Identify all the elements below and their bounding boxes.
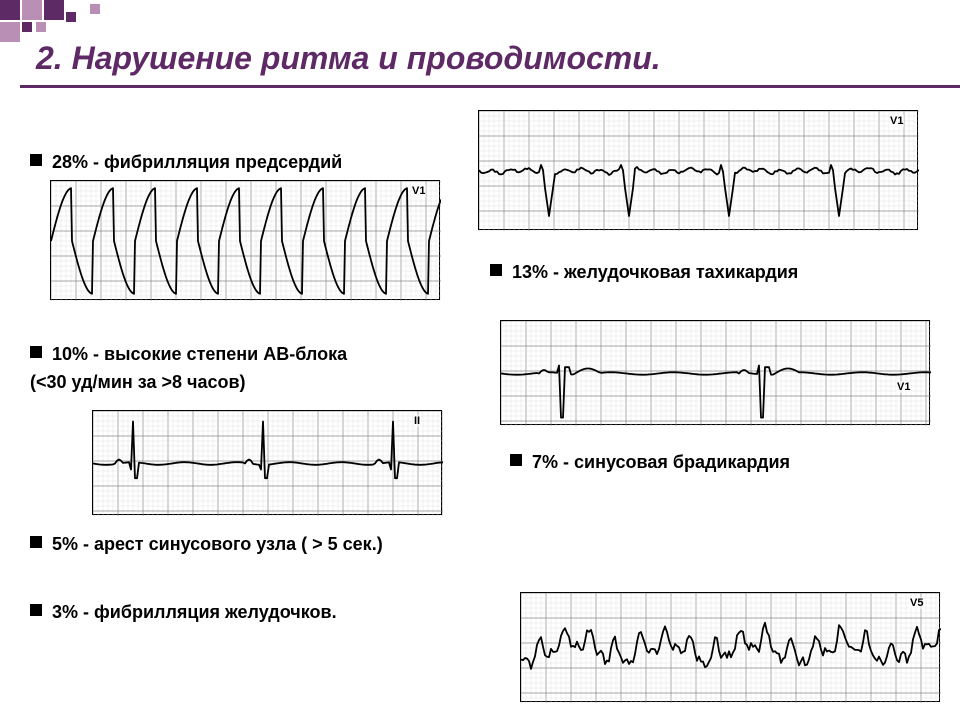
bullet-marker [30, 604, 42, 616]
title-bar: 2. Нарушение ритма и проводимости. [20, 40, 960, 88]
slide-content: 28% - фибрилляция предсердий 10% - высоки… [0, 120, 960, 720]
bullet-marker [30, 536, 42, 548]
deco-square [22, 22, 32, 32]
bullet-text: 5% - арест синусового узла ( > 5 сек.) [52, 532, 383, 556]
ecg-strip-vfib: V5 [520, 592, 940, 702]
bullet-b6: 7% - синусовая брадикардия [510, 450, 790, 474]
lead-label: V1 [896, 381, 911, 393]
bullet-text: 7% - синусовая брадикардия [532, 450, 790, 474]
bullet-b4: 3% - фибрилляция желудочков. [30, 600, 337, 624]
bullet-b2: 10% - высокие степени АВ-блока [30, 342, 347, 366]
deco-square [66, 12, 76, 22]
deco-square [0, 0, 20, 20]
deco-square [36, 22, 46, 32]
bullet-marker [30, 154, 42, 166]
lead-label: V1 [889, 115, 904, 127]
deco-square [22, 0, 42, 20]
deco-square [0, 22, 20, 42]
bullet-marker [510, 454, 522, 466]
bullet-text: 28% - фибрилляция предсердий [52, 150, 342, 174]
lead-label: V1 [411, 185, 426, 197]
bullet-b2-sub: (<30 уд/мин за >8 часов) [30, 372, 246, 393]
bullet-b3: 5% - арест синусового узла ( > 5 сек.) [30, 532, 383, 556]
ecg-strip-brady: V1 [500, 320, 930, 425]
ecg-strip-afib_right: V1 [478, 110, 918, 230]
bullet-b5: 13% - желудочковая тахикардия [490, 260, 798, 284]
bullet-text: 13% - желудочковая тахикардия [512, 260, 798, 284]
bullet-text: 10% - высокие степени АВ-блока [52, 342, 347, 366]
bullet-text: 3% - фибрилляция желудочков. [52, 600, 337, 624]
bullet-marker [30, 346, 42, 358]
ecg-strip-avblock: II [92, 410, 442, 515]
deco-square [44, 0, 64, 20]
bullet-marker [490, 264, 502, 276]
slide-title: 2. Нарушение ритма и проводимости. [20, 40, 960, 77]
ecg-strip-vt_left: V1 [50, 180, 440, 300]
lead-label: V5 [909, 597, 924, 609]
lead-label: II [413, 415, 421, 427]
deco-square [90, 4, 100, 14]
bullet-b1: 28% - фибрилляция предсердий [30, 150, 342, 174]
